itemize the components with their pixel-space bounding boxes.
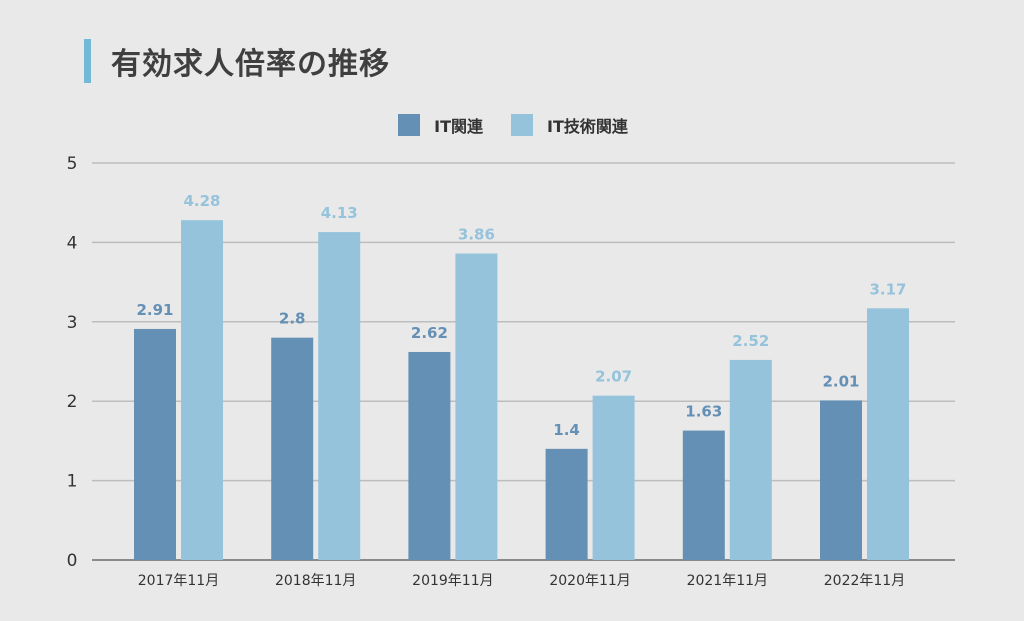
bar-it xyxy=(820,400,862,560)
bar-value-label: 1.4 xyxy=(553,421,580,439)
x-tick-label: 2020年11月 xyxy=(549,573,630,589)
y-tick-label: 4 xyxy=(67,233,78,253)
bar-value-label: 1.63 xyxy=(685,403,722,421)
legend-label-it-tech: IT技術関連 xyxy=(547,117,628,136)
bar-value-label: 3.86 xyxy=(458,226,495,244)
bar-it-tech xyxy=(867,308,909,560)
bar-value-label: 2.52 xyxy=(732,332,769,350)
bar-it-tech xyxy=(455,253,498,561)
legend-item-it: IT関連 xyxy=(398,113,483,137)
bar-value-label: 4.28 xyxy=(183,192,220,210)
bar-value-label: 2.8 xyxy=(279,310,306,328)
legend-swatch-it-tech xyxy=(511,114,533,136)
y-tick-label: 3 xyxy=(67,313,78,333)
legend-label-it: IT関連 xyxy=(434,117,483,136)
chart-title-block: 有効求人倍率の推移 xyxy=(84,38,390,84)
bar-it xyxy=(682,430,725,560)
y-tick-label: 2 xyxy=(67,392,78,412)
bar-it xyxy=(271,337,314,560)
bar-it-tech xyxy=(729,359,772,560)
bar-it xyxy=(545,448,588,560)
x-tick-label: 2017年11月 xyxy=(138,573,219,589)
x-tick-label: 2021年11月 xyxy=(687,573,768,589)
bar-value-label: 2.91 xyxy=(136,301,173,319)
bar-value-label: 3.17 xyxy=(869,280,906,298)
bar-value-label: 2.07 xyxy=(595,368,632,386)
bar-it xyxy=(408,351,451,560)
bar-value-label: 4.13 xyxy=(321,204,358,222)
legend-item-it-tech: IT技術関連 xyxy=(511,113,628,137)
y-tick-label: 0 xyxy=(67,551,78,571)
y-tick-label: 5 xyxy=(67,154,78,174)
title-accent-bar xyxy=(84,39,91,83)
x-tick-label: 2022年11月 xyxy=(824,573,905,589)
bar-value-label: 2.62 xyxy=(411,324,448,342)
x-tick-label: 2018年11月 xyxy=(275,573,356,589)
bar-it xyxy=(134,328,176,560)
y-tick-label: 1 xyxy=(67,472,78,492)
bar-it-tech xyxy=(318,232,361,560)
bar-it-tech xyxy=(181,220,223,560)
x-tick-label: 2019年11月 xyxy=(412,573,493,589)
legend: IT関連 IT技術関連 xyxy=(0,113,1024,137)
bar-value-label: 2.01 xyxy=(822,372,859,390)
bar-it-tech xyxy=(592,395,635,560)
chart-title: 有効求人倍率の推移 xyxy=(111,47,390,82)
legend-swatch-it xyxy=(398,114,421,136)
